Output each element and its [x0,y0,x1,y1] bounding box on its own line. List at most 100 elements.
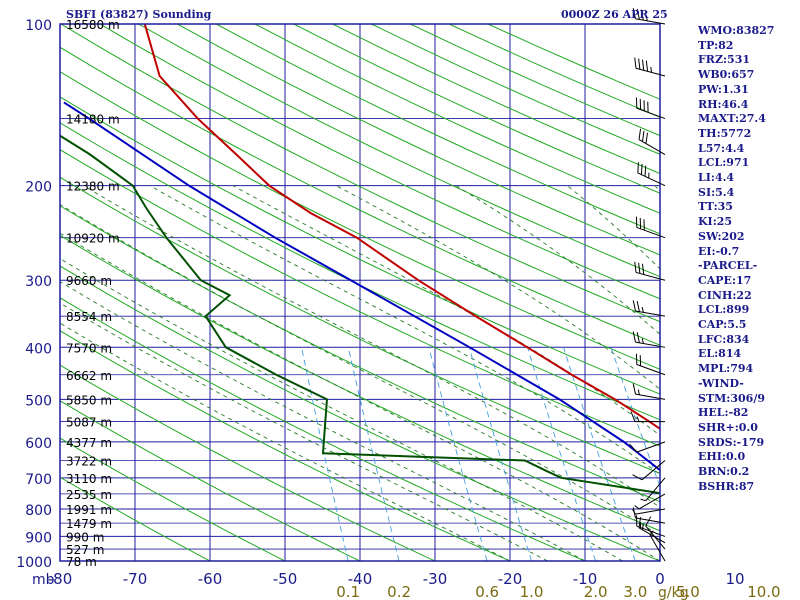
index-item: MAXT:27.4 [698,112,766,126]
temperature-tick-label: 10 [725,570,744,588]
wind-barb [634,493,666,510]
stability-indices-panel: WMO:83827 TP:82 FRZ:531 WB0:657 PW:1.31 RH:46… [698,24,774,495]
index-item: FRZ:531 [698,53,751,67]
wind-barb [635,97,666,120]
dry-adiabat-line [60,149,660,447]
mixing-ratio-tick-label: 3.0 [623,583,647,600]
temperature-axis-labels: -80-70-60-50-40-30-20-10010203040 [48,570,745,588]
dry-adiabat-line [60,122,660,421]
index-item: LCL:971 [698,156,750,170]
dry-adiabat-line [60,364,437,561]
height-label: 3110 m [66,472,112,486]
mixing-ratio-line [468,347,532,561]
temperature-tick-label: -40 [348,570,373,588]
y-axis-unit-label: mb [32,572,55,588]
wind-barb [634,261,666,281]
pressure-tick-label: 600 [25,436,52,452]
sounding-traces [60,24,660,495]
dry-adiabat-line [60,46,660,346]
height-label: 8554 m [66,310,112,324]
dry-adiabat-line [60,400,362,561]
height-label: 7570 m [66,341,112,355]
dry-adiabat-line [60,176,660,474]
dry-adiabat-line [177,24,660,256]
height-label: 9660 m [66,274,112,288]
index-item: BRN:0.2 [698,465,750,479]
pressure-tick-label: 700 [25,472,52,488]
height-label: 78 m [66,555,97,569]
mixing-ratio-line [527,347,597,561]
wind-barb [629,441,666,453]
temperature-tick-label: -10 [573,570,598,588]
height-label: 2535 m [66,488,112,502]
mixing-ratio-line [301,347,349,561]
height-label: 527 m [66,543,104,557]
index-item: LFC:834 [698,332,750,346]
dewpoint-trace [60,134,660,495]
index-item: -PARCEL- [698,259,758,273]
temperature-tick-label: -70 [123,570,148,588]
wind-barb [632,8,666,25]
dry-adiabat-line [60,96,660,395]
pressure-tick-label: 300 [25,274,52,290]
dry-adiabat-line [60,437,287,561]
moist-adiabat-line [60,258,623,561]
wind-barb [634,57,666,77]
mixing-ratio-tick-label: 1.0 [520,583,544,600]
index-item: CINH:22 [698,288,752,302]
adiabats-and-mixing-lines [60,24,660,561]
pressure-tick-label: 800 [25,503,52,519]
height-label: 10920 m [66,232,120,246]
height-label: 3722 m [66,455,112,469]
index-item: EHI:0.0 [698,450,746,464]
index-item: CAP:5.5 [698,318,747,332]
index-item: SHR+:0.0 [698,420,758,434]
mixing-ratio-tick-label: 5.0 [676,583,700,600]
mixing-ratio-line [428,347,488,561]
mixing-ratio-line [610,347,660,488]
index-item: SRDS:-179 [698,435,765,449]
index-item: HEL:-82 [698,406,749,420]
dry-adiabat-line [60,24,660,323]
wind-barb [630,411,665,423]
wind-barb [632,460,666,481]
index-item: TP:82 [698,38,734,52]
wind-barb [635,353,666,376]
index-item: SW:202 [698,229,745,243]
mixing-ratio-tick-label: 0.1 [336,583,360,600]
moist-adiabat-line [149,185,660,475]
wind-barb [640,477,666,502]
wind-barb [632,331,666,348]
dry-adiabat-line [138,24,660,278]
temperature-tick-label: -20 [498,570,523,588]
mixing-ratio-tick-label: 0.6 [475,583,499,600]
wind-barb [637,162,666,187]
plot-frame [59,23,661,562]
height-label: 990 m [66,530,104,544]
height-label: 5087 m [66,416,112,430]
height-labels: 16580 m 14180 m 12380 m 10920 m 9660 m 8554 m… [66,18,120,569]
wind-barbs [629,8,666,562]
wind-barb [632,383,666,400]
temperature-trace [143,24,660,431]
pressure-tick-label: 200 [25,180,52,196]
temperature-tick-label: -60 [198,570,223,588]
index-item: BSHR:87 [698,479,755,493]
chart-grid [59,23,661,562]
height-label: 6662 m [66,369,112,383]
station-title: SBFI (83827) Sounding [66,8,212,21]
dry-adiabat-line [60,297,587,561]
index-item: -WIND- [698,376,744,390]
index-item: RH:46.4 [698,97,749,111]
index-item: CAPE:17 [698,273,752,287]
mixing-ratio-line [563,347,636,561]
pressure-tick-label: 100 [25,18,52,34]
height-label: 12380 m [66,180,120,194]
moist-adiabat-line [83,185,660,508]
index-item: WMO:83827 [698,24,775,37]
mixing-ratio-tick-label: 10.0 [747,583,780,600]
index-item: TH:5772 [698,126,752,140]
temperature-tick-label: -30 [423,570,448,588]
moist-adiabat-line [60,232,660,561]
